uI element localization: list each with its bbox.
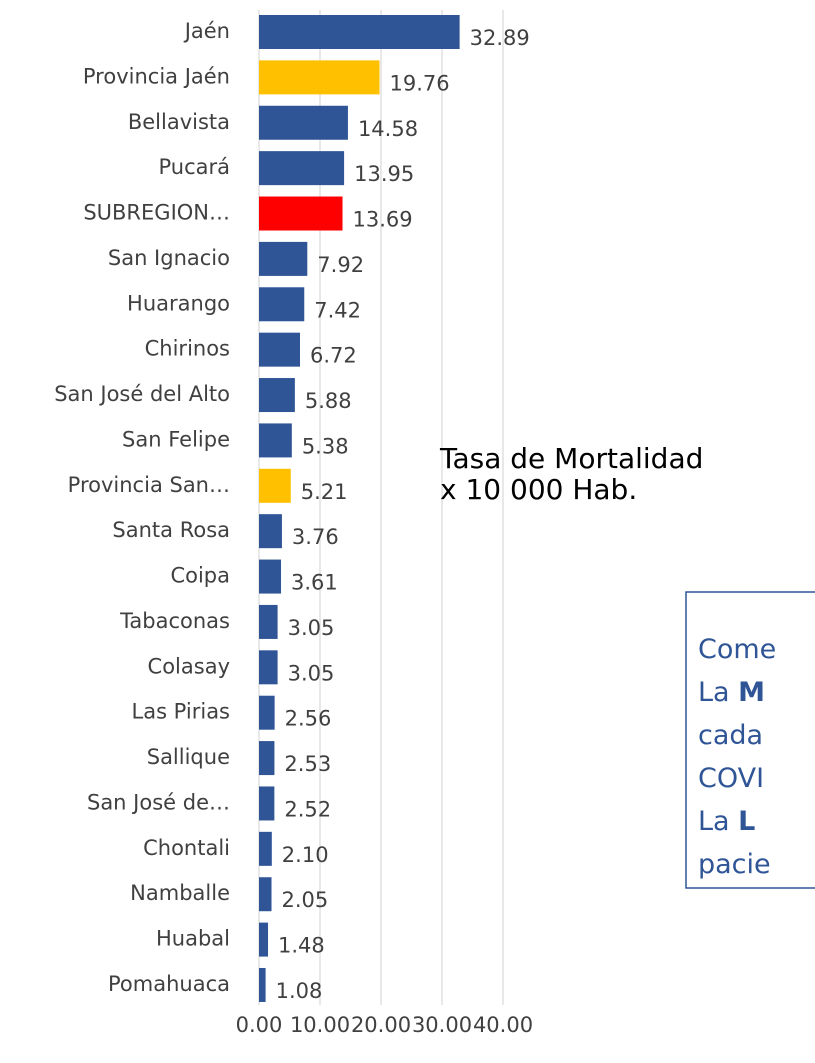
value-label: 7.42	[314, 298, 361, 322]
comment-line: COVI	[698, 763, 764, 794]
value-label: 5.21	[301, 480, 348, 504]
x-tick-label: 10.00	[290, 1013, 350, 1037]
y-tick-label: Provincia San…	[68, 473, 230, 497]
y-tick-label: Pomahuaca	[108, 972, 230, 996]
y-tick-label: Las Pirias	[132, 700, 231, 724]
y-tick-label: Sallique	[147, 745, 230, 769]
y-tick-label: San José de…	[87, 790, 230, 814]
comment-text: COVI	[698, 763, 764, 794]
value-label: 3.61	[291, 571, 338, 595]
value-label: 7.92	[317, 253, 364, 277]
bar	[259, 60, 380, 95]
value-label: 19.76	[390, 71, 450, 95]
value-label: 3.05	[288, 616, 335, 640]
comment-line: pacie	[698, 849, 771, 880]
value-label: 13.69	[353, 208, 413, 232]
y-tick-label: Provincia Jaén	[83, 64, 230, 88]
bar	[259, 877, 272, 912]
value-label: 5.38	[302, 434, 349, 458]
annotation: x 10 000 Hab.	[440, 473, 637, 506]
y-tick-label: Tabaconas	[119, 609, 230, 633]
bar	[259, 604, 278, 639]
y-tick-label: Colasay	[148, 654, 230, 678]
comment-line: La M	[698, 677, 765, 708]
bar	[259, 241, 308, 276]
bar	[259, 514, 282, 549]
y-tick-label: Huabal	[156, 927, 230, 951]
bar	[259, 831, 272, 866]
bar	[259, 287, 305, 322]
value-label: 3.05	[288, 661, 335, 685]
value-label: 2.56	[285, 707, 332, 731]
bar	[259, 559, 282, 594]
y-tick-label: San Ignacio	[108, 246, 230, 270]
y-tick-label: Coipa	[170, 564, 230, 588]
value-label: 13.95	[354, 162, 414, 186]
y-tick-label: Pucará	[158, 155, 230, 179]
value-label: 2.53	[284, 752, 331, 776]
comment-text: Come	[698, 634, 776, 665]
comment-text: cada	[698, 720, 763, 751]
annotation: Tasa de Mortalidad	[439, 442, 703, 475]
comment-text: L	[738, 806, 755, 837]
bar	[259, 196, 343, 231]
value-label: 2.10	[282, 843, 329, 867]
bar	[259, 650, 278, 685]
y-tick-label: San Felipe	[122, 427, 230, 451]
value-label: 32.89	[470, 26, 530, 50]
value-label: 14.58	[358, 117, 418, 141]
bar	[259, 378, 295, 413]
bar	[259, 922, 269, 957]
bar	[259, 105, 348, 140]
comment-line: Come	[698, 634, 776, 665]
bar	[259, 741, 275, 776]
value-label: 2.05	[282, 888, 329, 912]
x-tick-label: 40.00	[473, 1013, 533, 1037]
bar	[259, 151, 345, 186]
comment-text: La	[698, 806, 738, 837]
value-label: 3.76	[292, 525, 339, 549]
y-tick-label: Chirinos	[145, 337, 230, 361]
y-tick-label: Huarango	[127, 291, 230, 315]
bar	[259, 695, 275, 730]
bar	[259, 332, 300, 367]
bar	[259, 15, 460, 49]
x-tick-label: 0.00	[236, 1013, 283, 1037]
y-tick-label: Namballe	[130, 881, 230, 905]
y-tick-label: Chontali	[143, 836, 230, 860]
comment-text: pacie	[698, 849, 771, 880]
comment-box	[685, 591, 815, 889]
value-label: 1.48	[278, 934, 325, 958]
bar	[259, 468, 291, 503]
y-tick-label: Bellavista	[128, 110, 230, 134]
comment-text: M	[738, 677, 765, 708]
comment-line: La L	[698, 806, 755, 837]
value-label: 1.08	[276, 979, 323, 1003]
x-tick-label: 20.00	[351, 1013, 411, 1037]
value-label: 5.88	[305, 389, 352, 413]
y-tick-label: Jaén	[183, 19, 230, 43]
y-tick-label: San José del Alto	[54, 382, 230, 406]
bar	[259, 786, 275, 821]
bar	[259, 423, 292, 458]
comment-text: La	[698, 677, 738, 708]
y-tick-label: Santa Rosa	[112, 518, 230, 542]
bar	[259, 967, 266, 1002]
y-tick-label: SUBREGION…	[83, 201, 230, 225]
x-tick-label: 30.00	[412, 1013, 472, 1037]
value-label: 6.72	[310, 344, 357, 368]
comment-line: cada	[698, 720, 763, 751]
value-label: 2.52	[284, 797, 331, 821]
